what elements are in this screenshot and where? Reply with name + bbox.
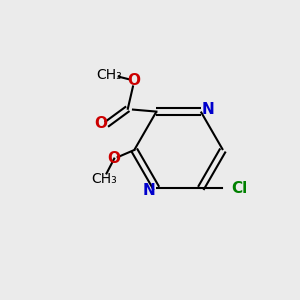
Text: O: O [127,73,140,88]
Text: O: O [95,116,108,131]
Text: O: O [108,151,121,166]
Text: N: N [202,102,214,117]
Text: N: N [143,183,156,198]
Text: CH₃: CH₃ [96,68,122,82]
Text: CH₃: CH₃ [91,172,117,186]
Text: Cl: Cl [231,181,247,196]
